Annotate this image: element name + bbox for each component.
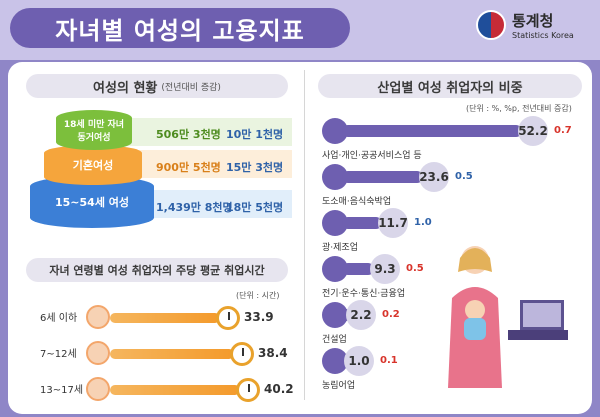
clock-icon <box>230 342 254 366</box>
column-divider <box>304 70 305 400</box>
tier-label-2: 기혼여성 <box>72 159 114 172</box>
tier-value-1: 506만 3천명 <box>156 128 221 141</box>
industry-change: 0.7 <box>554 125 572 136</box>
status-title-text: 여성의 현황 <box>93 80 158 96</box>
industry-title-text: 산업별 여성 취업자의 비중 <box>377 80 523 96</box>
industry-unit: (단위 : %, %p, 전년대비 증감) <box>466 104 572 113</box>
industry-label: 광·제조업 <box>322 243 358 253</box>
logo-name-ko: 통계청 <box>512 12 554 30</box>
industry-value: 1.0 <box>344 346 374 376</box>
desk-illustration <box>508 330 568 340</box>
tier-cylinder-1: 18세 미만 자녀 동거여성 <box>56 110 132 150</box>
taegeuk-icon <box>476 10 506 40</box>
industry-change: 0.5 <box>455 171 473 182</box>
industry-change: 1.0 <box>414 217 432 228</box>
child-face-icon <box>86 377 110 401</box>
clock-icon <box>216 306 240 330</box>
industry-label: 농림어업 <box>322 381 356 391</box>
tier-label-1: 18세 미만 자녀 동거여성 <box>63 120 125 143</box>
hours-value: 38.4 <box>258 346 288 360</box>
hours-bar <box>110 313 220 323</box>
hours-bar <box>110 349 234 359</box>
industry-value: 11.7 <box>378 208 408 238</box>
tier-value-3: 1,439만 8천명 <box>156 201 233 214</box>
tier-label-3: 15~54세 여성 <box>54 196 130 209</box>
industry-bar <box>342 217 382 229</box>
industry-value: 23.6 <box>419 162 449 192</box>
industry-bar <box>342 171 423 183</box>
statistics-korea-logo: 통계청 Statistics Korea <box>476 10 574 40</box>
hours-unit: (단위 : 시간) <box>236 291 280 300</box>
industry-label: 사업·개인·공공서비스업 등 <box>322 151 422 161</box>
clock-icon <box>236 378 260 402</box>
mother-with-baby-illustration <box>448 246 502 388</box>
monitor-illustration <box>520 300 564 330</box>
hours-bar <box>110 385 240 395</box>
hours-section-title: 자녀 연령별 여성 취업자의 주당 평균 취업시간 <box>26 258 288 282</box>
hours-value: 40.2 <box>264 382 294 396</box>
industry-label: 도소매·음식숙박업 <box>322 197 392 207</box>
tier-row-bg-2 <box>120 150 292 178</box>
status-section-title: 여성의 현황 (전년대비 증감) <box>26 74 288 98</box>
industry-label: 전기·운수·통신·금융업 <box>322 289 406 299</box>
child-face-icon <box>86 305 110 329</box>
industry-label: 건설업 <box>322 335 347 345</box>
industry-change: 0.1 <box>380 355 398 366</box>
hours-title-text: 자녀 연령별 여성 취업자의 주당 평균 취업시간 <box>49 264 265 277</box>
industry-bar <box>342 125 522 137</box>
industry-value: 2.2 <box>346 300 376 330</box>
industry-bar <box>342 263 374 275</box>
industry-value: 9.3 <box>370 254 400 284</box>
tier-value-2: 900만 5천명 <box>156 161 221 174</box>
child-face-icon <box>86 341 110 365</box>
status-title-sub: (전년대비 증감) <box>161 82 221 93</box>
age-label: 7~12세 <box>40 349 77 360</box>
tier-change-1: 10만 1천명 <box>226 128 284 141</box>
tier-cylinder-2: 기혼여성 <box>44 145 142 185</box>
age-label: 13~17세 <box>40 385 84 396</box>
page-title: 자녀별 여성의 고용지표 <box>55 16 305 45</box>
title-banner: 자녀별 여성의 고용지표 <box>10 8 350 48</box>
age-label: 6세 이하 <box>40 313 78 324</box>
industry-value: 52.2 <box>518 116 548 146</box>
industry-section-title: 산업별 여성 취업자의 비중 <box>318 74 582 98</box>
tier-change-3: 18만 5천명 <box>226 201 284 214</box>
industry-change: 0.2 <box>382 309 400 320</box>
tier-change-2: 15만 3천명 <box>226 161 284 174</box>
logo-name-en: Statistics Korea <box>512 31 574 40</box>
tier-row-bg-1 <box>120 118 292 146</box>
hours-value: 33.9 <box>244 310 274 324</box>
industry-change: 0.5 <box>406 263 424 274</box>
